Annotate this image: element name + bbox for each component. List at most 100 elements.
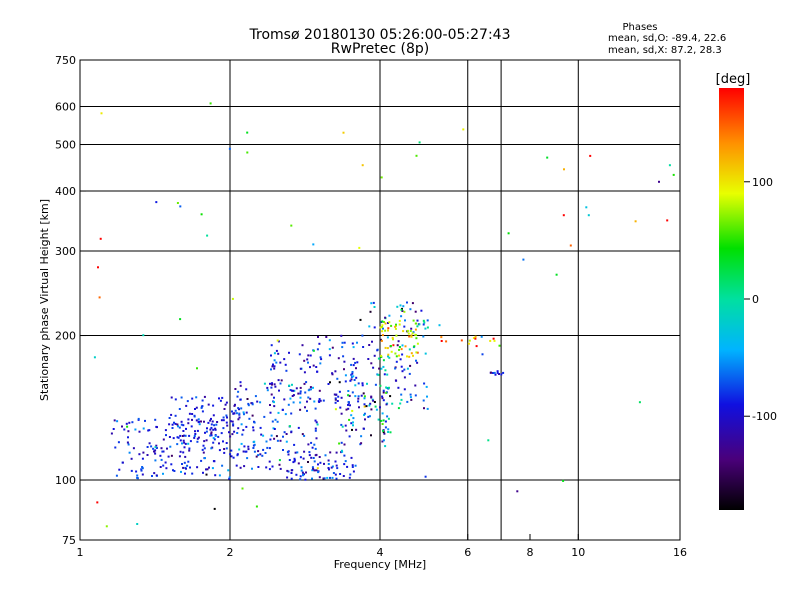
scatter-point [546, 156, 549, 159]
scatter-point [400, 315, 403, 318]
scatter-point [353, 379, 356, 381]
scatter-point [155, 201, 158, 204]
scatter-point [193, 436, 196, 439]
scatter-point [238, 408, 240, 411]
scatter-point [387, 428, 390, 431]
scatter-point [147, 429, 150, 432]
scatter-point [351, 466, 354, 468]
scatter-point [190, 425, 193, 428]
scatter-point [271, 383, 273, 386]
colorbar-tick-label: 100 [752, 176, 773, 189]
scatter-point [285, 433, 288, 435]
scatter-point [306, 409, 308, 412]
scatter-point [221, 396, 224, 399]
x-tick-label: 8 [527, 546, 534, 559]
scatter-point [152, 447, 155, 450]
scatter-point [299, 392, 302, 395]
scatter-point [293, 443, 296, 446]
scatter-point [352, 346, 355, 349]
scatter-point [218, 397, 220, 400]
scatter-point [182, 451, 185, 454]
scatter-point [334, 401, 337, 404]
scatter-point [308, 451, 311, 454]
scatter-point [319, 356, 322, 359]
scatter-point [278, 389, 280, 392]
scatter-point [196, 466, 199, 469]
scatter-point [209, 419, 212, 422]
scatter-point [234, 403, 236, 406]
scatter-point [352, 470, 355, 473]
scatter-point [475, 345, 478, 348]
scatter-point [307, 396, 310, 399]
scatter-point [290, 389, 293, 392]
scatter-point [197, 436, 200, 439]
scatter-point [200, 459, 203, 462]
scatter-point [242, 450, 245, 453]
scatter-point [589, 154, 592, 157]
grid-lines [80, 60, 680, 540]
scatter-point [110, 432, 113, 435]
scatter-point [380, 176, 383, 179]
scatter-point [384, 420, 387, 423]
scatter-point [176, 443, 179, 446]
scatter-point [382, 439, 385, 442]
scatter-point [130, 469, 133, 472]
scatter-point [254, 395, 257, 398]
scatter-point [658, 180, 660, 183]
scatter-point [142, 427, 145, 430]
scatter-point [340, 441, 343, 444]
scatter-point [343, 463, 346, 466]
scatter-point [180, 420, 183, 423]
scatter-point [141, 457, 144, 460]
scatter-point [253, 443, 256, 446]
scatter-point [372, 366, 375, 369]
scatter-point [225, 414, 228, 417]
scatter-point [127, 436, 129, 439]
scatter-point [343, 360, 346, 363]
scatter-point [356, 361, 359, 364]
scatter-point [376, 373, 379, 376]
scatter-point [288, 459, 291, 461]
scatter-point [367, 358, 370, 360]
scatter-point [242, 411, 245, 414]
scatter-point [336, 467, 339, 470]
scatter-point [341, 425, 344, 428]
scatter-point [160, 458, 163, 461]
scatter-point [383, 432, 386, 435]
scatter-point [213, 438, 216, 441]
scatter-point [159, 454, 162, 457]
scatter-point [222, 416, 225, 419]
scatter-point [154, 449, 157, 452]
scatter-point [193, 435, 196, 437]
scatter-point [414, 328, 417, 331]
scatter-point [195, 396, 198, 399]
scatter-point [257, 466, 260, 468]
scatter-point [310, 456, 313, 459]
scatter-point [172, 437, 175, 440]
scatter-point [343, 454, 346, 457]
scatter-point [426, 326, 429, 329]
scatter-point [201, 448, 204, 451]
scatter-point [382, 429, 384, 432]
scatter-point [211, 420, 214, 423]
scatter-point [197, 418, 200, 421]
scatter-point [212, 437, 215, 439]
scatter-point [368, 415, 371, 418]
scatter-point [200, 420, 202, 423]
scatter-point [381, 334, 384, 337]
scatter-point [252, 429, 255, 432]
scatter-point [218, 442, 220, 445]
scatter-point [155, 425, 158, 428]
scatter-point [247, 448, 250, 451]
scatter-point [362, 346, 365, 348]
scatter-point [331, 476, 334, 479]
scatter-point [367, 415, 370, 418]
scatter-point [195, 406, 198, 409]
scatter-point [234, 388, 237, 390]
scatter-point [269, 411, 272, 414]
scatter-point [301, 344, 304, 347]
scatter-point [253, 440, 256, 443]
scatter-point [400, 398, 403, 401]
scatter-point [303, 359, 306, 362]
scatter-point [194, 430, 196, 433]
